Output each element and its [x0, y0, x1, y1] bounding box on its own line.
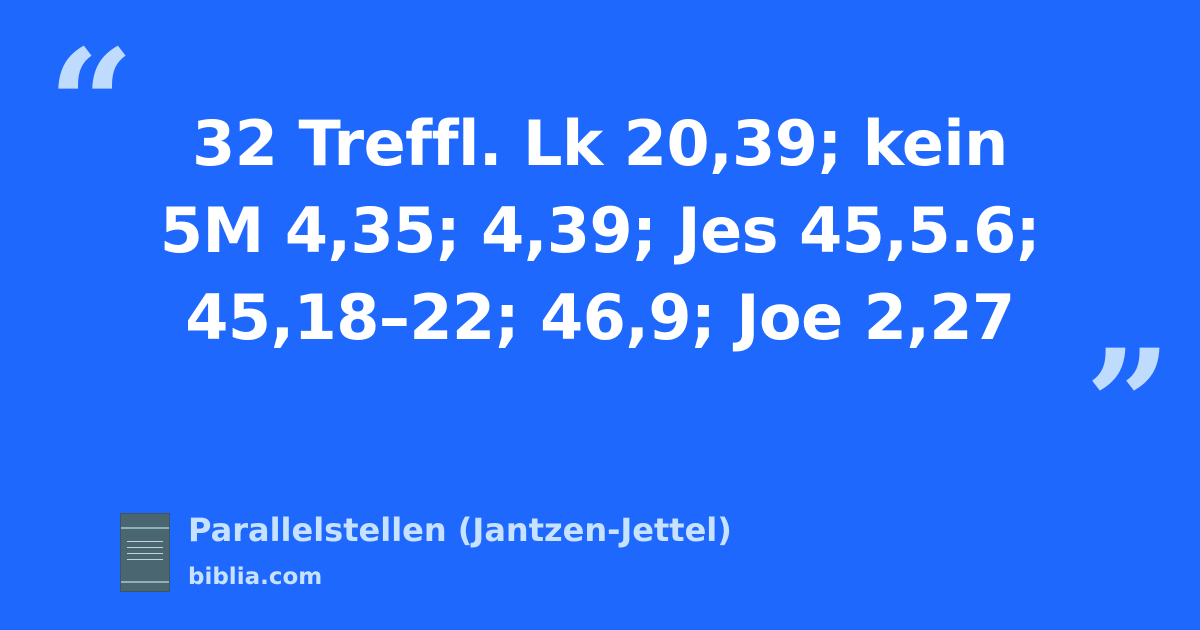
close-quote-icon: ”	[1085, 317, 1172, 493]
book-cover-image	[120, 513, 170, 592]
quote-line: 5M 4,35; 4,39; Jes 45,5.6;	[159, 194, 1041, 267]
quote-line: 45,18–22; 46,9; Joe 2,27	[185, 281, 1015, 354]
source-title[interactable]: Parallelstellen (Jantzen-Jettel)	[188, 511, 732, 549]
quote-text: 32 Treffl. Lk 20,39; kein 5M 4,35; 4,39;…	[100, 100, 1100, 361]
open-quote-icon: “	[48, 17, 135, 193]
source-site[interactable]: biblia.com	[188, 564, 323, 590]
quote-line: 32 Treffl. Lk 20,39; kein	[192, 107, 1008, 180]
